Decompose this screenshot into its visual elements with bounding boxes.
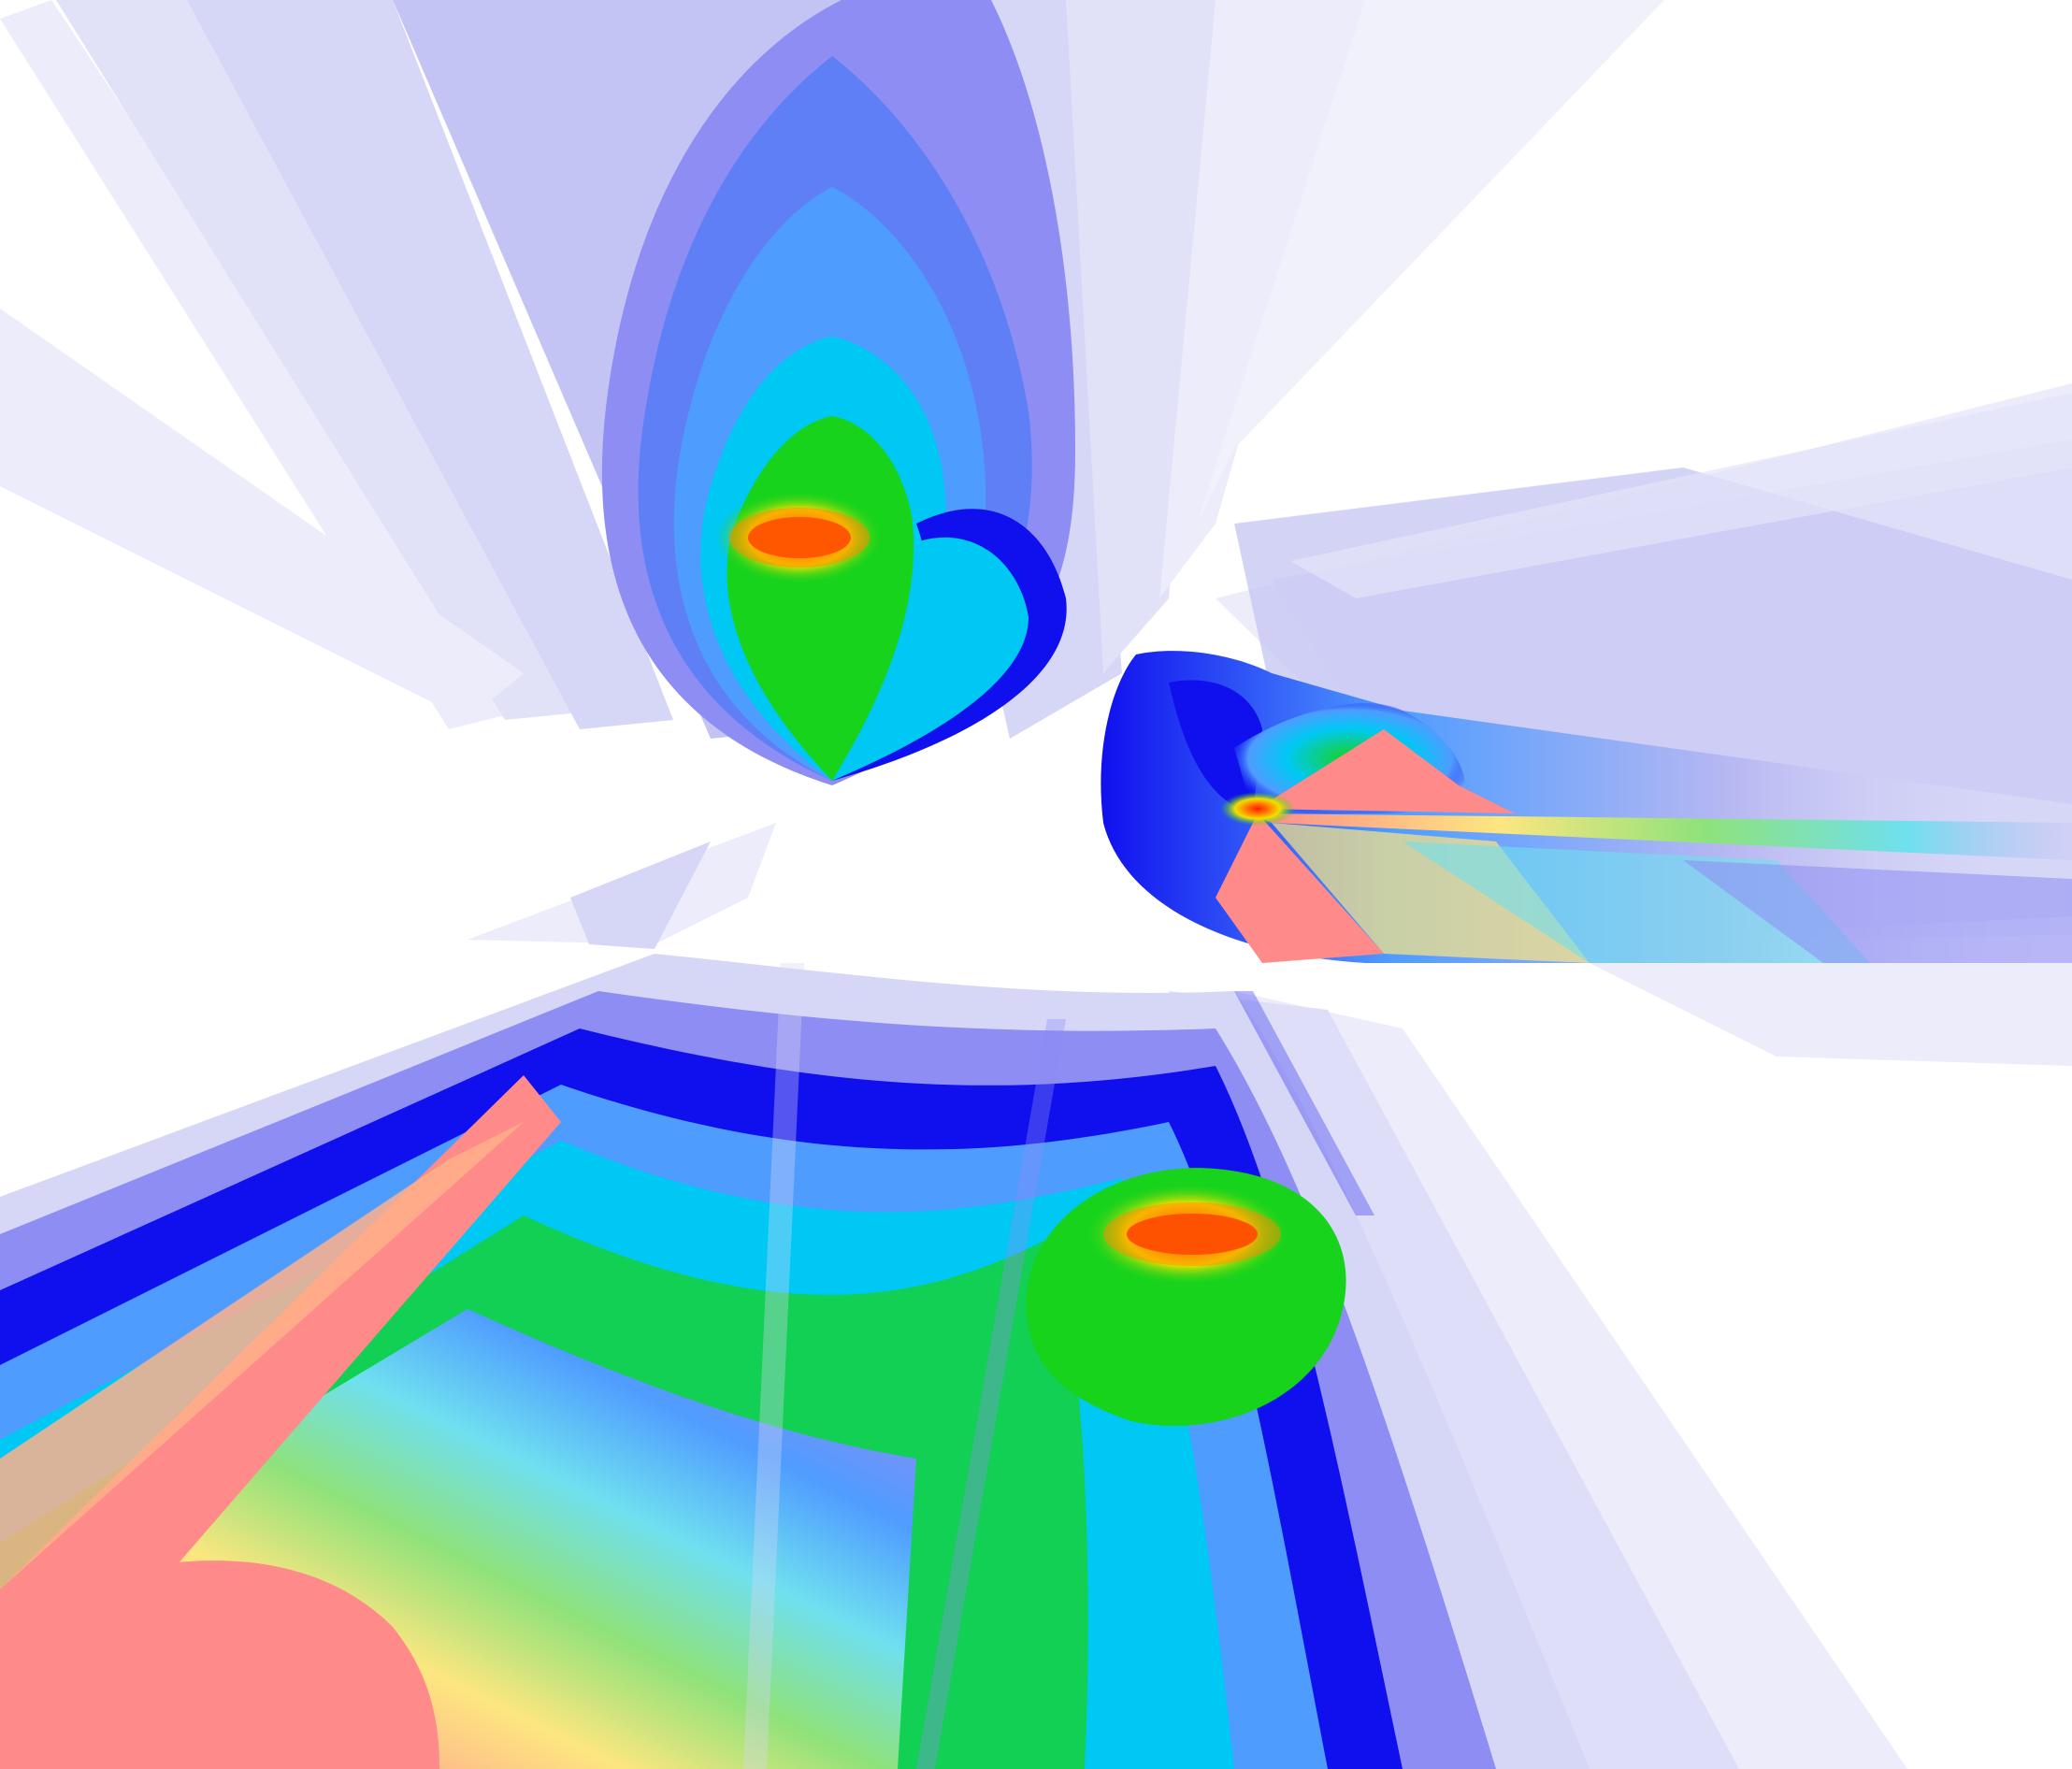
bottom-hotspot-region	[0, 954, 2072, 1769]
middle-left-wedge	[468, 823, 776, 949]
top-hotspot-region	[601, 0, 1075, 785]
top-right-rays	[1290, 393, 2072, 598]
